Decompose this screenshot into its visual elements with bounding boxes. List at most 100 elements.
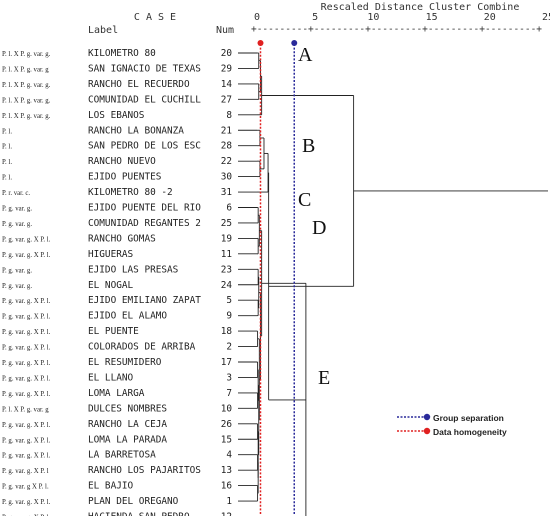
row-species: P. l. [2,175,12,182]
legend-data-homogeneity-dot [423,427,431,435]
row-num: 15 [221,434,232,445]
case-row: P. g. var. g. X P. l. EL RESUMIDERO 17 [2,357,232,368]
row-species: P. l. [2,128,12,135]
row-species: P. g. var. g. X P. l. [2,391,51,398]
row-species: P. g. var. g. X P. l. [2,252,51,259]
row-label: RANCHO LOS PAJARITOS [88,465,201,476]
row-label: COLORADOS DE ARRIBA [88,342,196,353]
axis-tick-0: 0 [254,12,260,23]
dendrogram-tree [238,52,548,516]
row-species: P. g. var. g. X P. l. [2,499,51,506]
row-species: P. g. var. g. X P. l [2,468,49,475]
row-num: 2 [226,342,232,353]
row-label: LOS EBANOS [88,110,145,121]
case-row: P. g. var. g. X P. l. HACIENDA SAN PEDRO 1… [2,512,232,516]
axis-tick-15: 15 [426,12,438,23]
case-row: P. g. var. g. X P. l. EL PUENTE 18 [2,326,232,337]
row-species: P. g. var. g. X P. l. [2,422,51,429]
row-label: LOMA LARGA [88,388,145,399]
case-row: P. l. X P. g. var. g DULCES NOMBRES 10 [2,403,232,414]
case-row: P. l. X P. g. var. g. RANCHO EL RECUERDO 1… [2,79,232,90]
row-species: P. g. var. g. X P. l. [2,329,51,336]
row-label: EJIDO PUENTE DEL RIO [88,203,201,214]
row-num: 30 [221,172,233,183]
row-label: EJIDO EMILIANO ZAPAT [88,295,201,306]
row-species: P. l. X P. g. var. g. [2,97,51,104]
cut-lines [257,40,298,514]
case-row: P. g. var. g. EJIDO LAS PRESAS 23 [2,264,232,275]
legend: Group separation Data homogeneity [397,413,507,437]
case-row: P. g. var. g. X P. l. HIGUERAS 11 [2,249,232,260]
axis-rule: +---------+---------+---------+---------… [251,24,542,35]
row-label: SAN IGNACIO DE TEXAS [88,63,201,74]
row-num: 27 [221,94,232,105]
axis-tick-10: 10 [367,12,379,23]
row-num: 21 [221,125,233,136]
row-species: P. l. X P. g. var. g. [2,82,51,89]
row-species: P. l. X P. g. var. g [2,406,49,413]
row-num: 26 [221,419,233,430]
case-row: P. g. var. g. X P. l. RANCHO LA CEJA 26 [2,419,232,430]
row-num: 10 [221,403,233,414]
row-species: P. g. var. g. X P. l. [2,453,51,460]
case-row: P. l. X P. g. var. g. KILOMETRO 80 20 [2,48,232,59]
row-num: 22 [221,156,232,167]
row-num: 25 [221,218,232,229]
row-label: DULCES NOMBRES [88,403,167,414]
row-num: 29 [221,63,233,74]
row-label: SAN PEDRO DE LOS ESC [88,141,201,152]
case-rows: P. l. X P. g. var. g. KILOMETRO 80 20P. l.… [2,48,232,516]
row-num: 12 [221,512,232,516]
data-homogeneity-dot [257,40,264,46]
label-column-header: Label [88,25,118,36]
row-num: 11 [221,249,233,260]
case-row: P. g. var. g. X P. l. RANCHO GOMAS 19 [2,233,232,244]
row-species: P. l. X P. g. var. g. [2,51,51,58]
axis-tick-25: 25 [542,12,550,23]
case-row: P. l. EJIDO PUENTES 30 [2,172,232,183]
case-row: P. g. var. g. X P. l. EL LLANO 3 [2,372,232,383]
row-label: EL NOGAL [88,280,134,291]
row-label: HACIENDA SAN PEDRO [88,512,190,516]
num-column-header: Num [216,25,234,36]
row-num: 23 [221,264,232,275]
case-row: P. l. X P. g. var. g SAN IGNACIO DE TEXAS… [2,63,232,74]
legend-group-separation-dot [423,413,431,421]
row-species: P. g. var. g. [2,221,32,228]
row-label: EL BAJIO [88,481,134,492]
case-row: P. g. var. g. X P. l. EJIDO EMILIANO ZAPA… [2,295,232,306]
row-label: KILOMETRO 80 -2 [88,187,173,198]
row-species: P. g. var. g. X P. l. [2,236,51,243]
cluster-letter-e: E [318,367,330,389]
row-num: 13 [221,465,232,476]
row-label: KILOMETRO 80 [88,48,156,59]
row-species: P. g. var. g. [2,206,32,213]
case-row: P. g. var. g. X P. l. LA BARRETOSA 4 [2,450,232,461]
row-species: P. g. var. g. X P. l. [2,375,51,382]
case-row: P. g. var. g. X P. l RANCHO LOS PAJARITOS… [2,465,232,476]
row-label: RANCHO GOMAS [88,233,156,244]
case-row: P. g. var. g. X P. l. EJIDO EL ALAMO 9 [2,311,232,322]
row-species: P. g. var. g. X P. l. [2,298,51,305]
row-label: RANCHO NUEVO [88,156,156,167]
row-species: P. l. [2,144,12,151]
legend-data-homogeneity-label: Data homogeneity [433,427,507,437]
row-label: LOMA LA PARADA [88,434,167,445]
case-row: P. g. var. g. COMUNIDAD REGANTES 2 25 [2,218,232,229]
row-species: P. g. var. g. X P. l. [2,437,51,444]
row-num: 5 [226,295,232,306]
case-row: P. r. var. c. KILOMETRO 80 -2 31 [2,187,232,198]
case-row: P. g. var. g. X P. l. LOMA LARGA 7 [2,388,232,399]
row-num: 24 [221,280,233,291]
row-species: P. g. var. g X P. l. [2,484,49,491]
row-num: 19 [221,233,233,244]
row-label: EJIDO PUENTES [88,172,162,183]
row-species: P. r. var. c. [2,190,30,197]
chart-title: Rescaled Distance Cluster Combine [321,2,520,13]
row-num: 16 [221,481,233,492]
row-num: 17 [221,357,232,368]
row-label: RANCHO EL RECUERDO [88,79,190,90]
case-row: P. g. var. g. X P. l. COLORADOS DE ARRIBA… [2,342,232,353]
